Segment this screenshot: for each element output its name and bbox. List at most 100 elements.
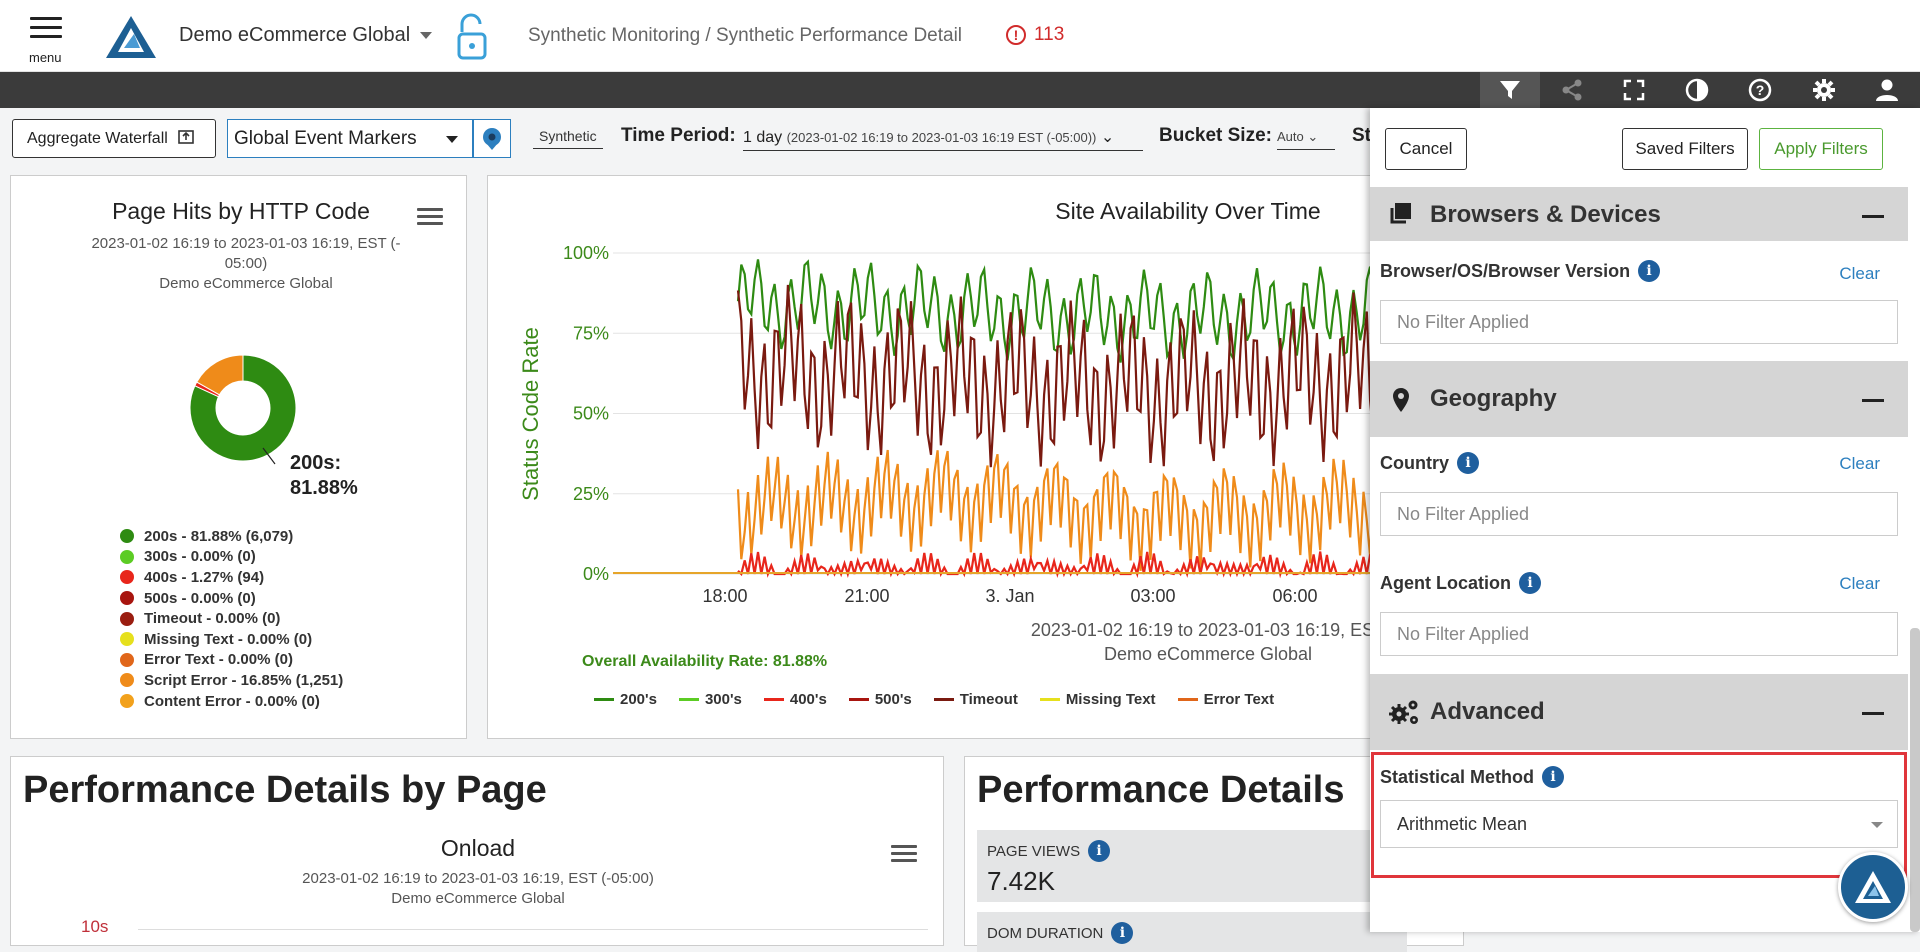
- legend-label: Timeout: [959, 691, 1018, 708]
- event-marker-pin-button[interactable]: [473, 119, 511, 158]
- agent-location-filter-input[interactable]: No Filter Applied: [1380, 612, 1898, 656]
- chart-title: Onload: [440, 835, 516, 861]
- legend-swatch: [678, 698, 699, 701]
- event-markers-value: Global Event Markers: [234, 127, 417, 149]
- field-label-text: Country: [1380, 452, 1449, 473]
- chevron-down-icon[interactable]: [420, 32, 432, 39]
- legend-item[interactable]: Content Error - 0.00% (0): [120, 691, 343, 712]
- subtitle-line: 05:00): [224, 255, 268, 272]
- country-filter-input[interactable]: No Filter Applied: [1380, 492, 1898, 536]
- availability-legend: 200's 300's 400's 500's Timeout Missing Text E…: [594, 691, 1274, 708]
- aggregate-waterfall-button[interactable]: Aggregate Waterfall: [12, 119, 216, 158]
- alert-badge[interactable]: ! 113: [1006, 24, 1064, 46]
- y-tick-label: 50%: [573, 404, 609, 424]
- saved-filters-button[interactable]: Saved Filters: [1622, 128, 1748, 170]
- legend-item[interactable]: 500's: [848, 691, 912, 708]
- info-icon[interactable]: i: [1542, 766, 1565, 788]
- app-selector[interactable]: Demo eCommerce Global: [179, 24, 411, 46]
- legend-item[interactable]: 300's: [678, 691, 742, 708]
- legend-label: Content Error - 0.00% (0): [144, 692, 320, 710]
- chart-menu-icon[interactable]: [891, 845, 917, 865]
- legend-item[interactable]: 400's: [763, 691, 827, 708]
- info-icon[interactable]: i: [1111, 922, 1134, 944]
- kpi-page-views: PAGE VIEWS i 7.42K: [977, 830, 1407, 902]
- info-icon[interactable]: i: [1519, 572, 1541, 594]
- kpi-label-text: DOM DURATION: [987, 924, 1104, 942]
- menu-button[interactable]: menu: [26, 14, 66, 66]
- legend-item[interactable]: 200's: [594, 691, 657, 708]
- card-subtitle: 2023-01-02 16:19 to 2023-01-03 16:19, ES…: [61, 234, 431, 294]
- legend-item[interactable]: Error Text: [1177, 691, 1274, 708]
- perf-by-page-card: Performance Details by Page Onload 2023-…: [10, 756, 944, 946]
- clear-browser-link[interactable]: Clear: [1839, 264, 1880, 283]
- chevron-down-icon: ⌄: [1307, 129, 1319, 144]
- clear-country-link[interactable]: Clear: [1839, 454, 1880, 473]
- field-label-text: Agent Location: [1380, 572, 1511, 593]
- legend-swatch: [594, 698, 614, 701]
- info-icon[interactable]: i: [1088, 840, 1111, 862]
- unlock-icon[interactable]: [455, 12, 489, 67]
- legend-label: Missing Text: [1065, 691, 1156, 708]
- legend-item[interactable]: Script Error - 16.85% (1,251): [120, 670, 343, 691]
- chart-menu-icon[interactable]: [417, 208, 443, 228]
- apply-filters-button[interactable]: Apply Filters: [1759, 128, 1883, 170]
- series-line-script-error[interactable]: [736, 449, 1387, 571]
- section-title: Browsers & Devices: [1430, 201, 1661, 228]
- legend-item[interactable]: Timeout: [933, 691, 1018, 708]
- legend-item[interactable]: Timeout - 0.00% (0): [120, 608, 343, 629]
- share-icon[interactable]: [1542, 72, 1602, 108]
- legend-swatch: [1177, 698, 1198, 701]
- menu-icon-bar: [30, 35, 62, 38]
- contrast-icon[interactable]: [1667, 72, 1727, 108]
- time-period-select[interactable]: 1 day (2023-01-02 16:19 to 2023-01-03 16…: [743, 127, 1143, 151]
- series-line-400-s[interactable]: [737, 551, 1387, 579]
- info-icon[interactable]: i: [1457, 452, 1479, 474]
- section-advanced[interactable]: Advanced: [1370, 674, 1908, 750]
- legend-dot: [120, 652, 134, 667]
- filter-icon[interactable]: [1480, 72, 1540, 108]
- legend-item[interactable]: 500s - 0.00% (0): [120, 588, 343, 609]
- kpi-dom-duration: DOM DURATION i: [977, 912, 1407, 952]
- legend-item[interactable]: 400s - 1.27% (94): [120, 567, 343, 588]
- kpi-value: 7.42K: [987, 866, 1055, 896]
- info-icon[interactable]: i: [1638, 260, 1661, 282]
- event-markers-select[interactable]: Global Event Markers: [227, 119, 473, 158]
- fullscreen-icon[interactable]: [1604, 72, 1664, 108]
- clear-agent-location-link[interactable]: Clear: [1839, 574, 1880, 593]
- legend-item[interactable]: Error Text - 0.00% (0): [120, 650, 343, 671]
- collapse-icon[interactable]: [1862, 399, 1884, 402]
- legend-item[interactable]: 300s - 0.00% (0): [120, 547, 343, 568]
- settings-icon[interactable]: [1794, 72, 1854, 108]
- legend-item[interactable]: 200s - 81.88% (6,079): [120, 526, 343, 547]
- assistant-logo-button[interactable]: [1838, 852, 1908, 922]
- x-tick-label: 18:00: [702, 586, 747, 606]
- menu-icon-bar: [30, 26, 62, 29]
- donut-slice-script-error[interactable]: [196, 354, 244, 396]
- bucket-size-select[interactable]: Auto ⌄: [1277, 129, 1335, 150]
- collapse-icon[interactable]: [1862, 712, 1884, 715]
- legend-dot: [120, 570, 134, 585]
- section-geography[interactable]: Geography: [1370, 361, 1908, 437]
- brand-logo-icon[interactable]: [104, 14, 158, 65]
- availability-card: Site Availability Over Time Status Code …: [487, 175, 1387, 739]
- callout-value: 81.88%: [290, 477, 358, 499]
- help-icon[interactable]: ?: [1730, 72, 1790, 108]
- series-line-timeout[interactable]: [736, 284, 1387, 468]
- cancel-button[interactable]: Cancel: [1385, 128, 1467, 170]
- x-tick-label: 03:00: [1130, 586, 1175, 606]
- time-period-value: 1 day: [743, 129, 783, 146]
- chart-subtitle: Demo eCommerce Global: [1104, 644, 1312, 664]
- browser-filter-input[interactable]: No Filter Applied: [1380, 300, 1898, 344]
- section-browsers-devices[interactable]: Browsers & Devices: [1370, 187, 1908, 241]
- collapse-icon[interactable]: [1862, 215, 1884, 218]
- kpi-label: PAGE VIEWS i: [987, 840, 1111, 862]
- statistical-method-select[interactable]: Arithmetic Mean: [1380, 800, 1898, 848]
- legend-item[interactable]: Missing Text - 0.00% (0): [120, 629, 343, 650]
- menu-icon: [30, 17, 62, 20]
- synthetic-tab[interactable]: Synthetic: [533, 128, 603, 149]
- subtitle-line: Demo eCommerce Global: [159, 275, 333, 292]
- legend-item[interactable]: Missing Text: [1039, 691, 1156, 708]
- donut-slice-200s[interactable]: [189, 354, 297, 462]
- panel-scrollbar[interactable]: [1910, 628, 1920, 932]
- user-icon[interactable]: [1857, 72, 1917, 108]
